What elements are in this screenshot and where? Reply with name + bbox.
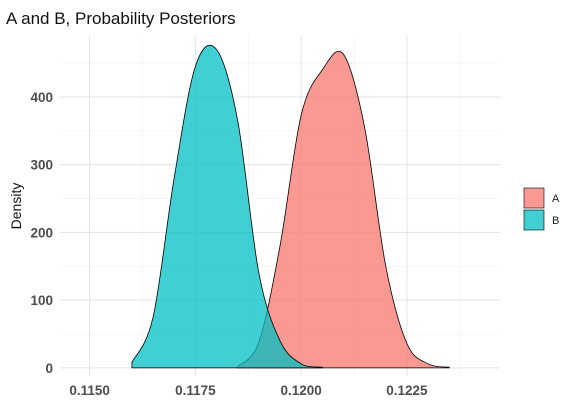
density-area-b (131, 44, 323, 369)
x-tick-label: 0.1150 (69, 383, 110, 398)
x-tick-label: 0.1225 (386, 383, 428, 398)
legend-label-a: A (552, 193, 560, 205)
x-axis: 0.1150 0.1175 0.1200 0.1225 (69, 383, 428, 398)
density-areas (131, 44, 450, 369)
y-axis-title: Density (8, 183, 24, 230)
y-tick-label: 0 (45, 361, 53, 376)
y-tick-label: 100 (30, 293, 53, 308)
y-tick-label: 400 (30, 90, 53, 105)
y-tick-label: 300 (30, 158, 53, 173)
density-area-a (237, 50, 450, 369)
x-tick-label: 0.1175 (175, 383, 216, 398)
legend-key-a (523, 187, 545, 209)
chart-title: A and B, Probability Posteriors (6, 9, 236, 28)
y-axis: 0 100 200 300 400 (30, 90, 53, 376)
legend-label-b: B (552, 215, 559, 227)
y-tick-label: 200 (30, 225, 53, 240)
legend-key-b (523, 209, 545, 231)
legend: AB (523, 187, 560, 231)
x-tick-label: 0.1200 (281, 383, 322, 398)
